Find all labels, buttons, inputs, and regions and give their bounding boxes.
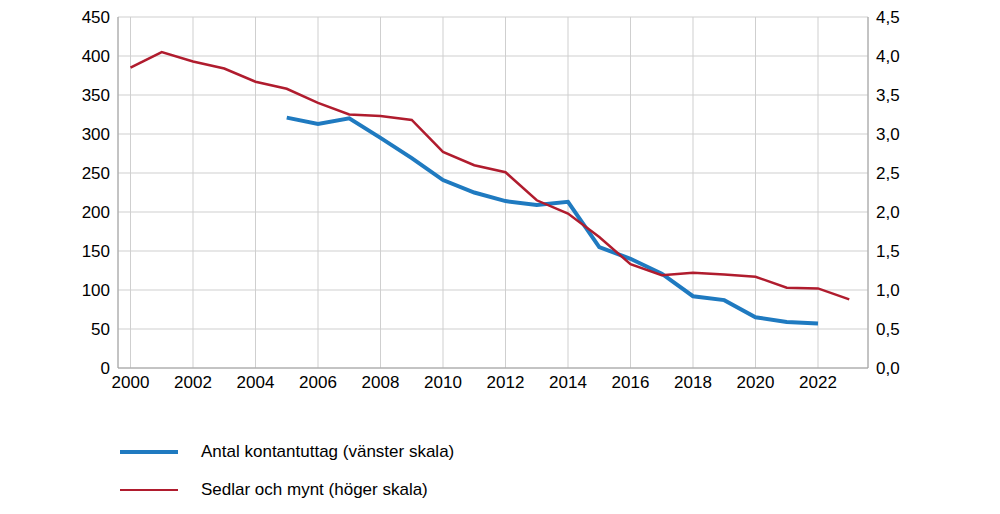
svg-text:2018: 2018 xyxy=(674,373,712,392)
html-text:Sedlar och mynt (höger skala): Sedlar och mynt (höger skala) xyxy=(201,480,428,499)
svg-text:2008: 2008 xyxy=(362,373,400,392)
svg-text:2,5: 2,5 xyxy=(876,164,900,183)
svg-text:400: 400 xyxy=(82,47,110,66)
svg-text:2004: 2004 xyxy=(237,373,275,392)
svg-text:2010: 2010 xyxy=(424,373,462,392)
svg-text:100: 100 xyxy=(82,281,110,300)
svg-text:2,0: 2,0 xyxy=(876,203,900,222)
svg-text:1,0: 1,0 xyxy=(876,281,900,300)
svg-text:50: 50 xyxy=(91,320,110,339)
svg-text:4,0: 4,0 xyxy=(876,47,900,66)
svg-text:1,5: 1,5 xyxy=(876,242,900,261)
svg-text:0,5: 0,5 xyxy=(876,320,900,339)
svg-text:150: 150 xyxy=(82,242,110,261)
svg-text:450: 450 xyxy=(82,8,110,27)
html-text:Antal kontantuttag (vänster sk: Antal kontantuttag (vänster skala) xyxy=(201,442,455,461)
svg-text:2020: 2020 xyxy=(737,373,775,392)
svg-text:2012: 2012 xyxy=(487,373,525,392)
svg-text:3,5: 3,5 xyxy=(876,86,900,105)
svg-text:0: 0 xyxy=(101,359,110,378)
svg-text:200: 200 xyxy=(82,203,110,222)
svg-text:2006: 2006 xyxy=(299,373,337,392)
svg-text:350: 350 xyxy=(82,86,110,105)
svg-text:2016: 2016 xyxy=(612,373,650,392)
svg-text:0,0: 0,0 xyxy=(876,359,900,378)
svg-text:3,0: 3,0 xyxy=(876,125,900,144)
svg-text:2022: 2022 xyxy=(799,373,837,392)
svg-text:250: 250 xyxy=(82,164,110,183)
svg-text:2002: 2002 xyxy=(174,373,212,392)
svg-text:2000: 2000 xyxy=(112,373,150,392)
svg-text:300: 300 xyxy=(82,125,110,144)
svg-text:2014: 2014 xyxy=(549,373,587,392)
svg-text:4,5: 4,5 xyxy=(876,8,900,27)
